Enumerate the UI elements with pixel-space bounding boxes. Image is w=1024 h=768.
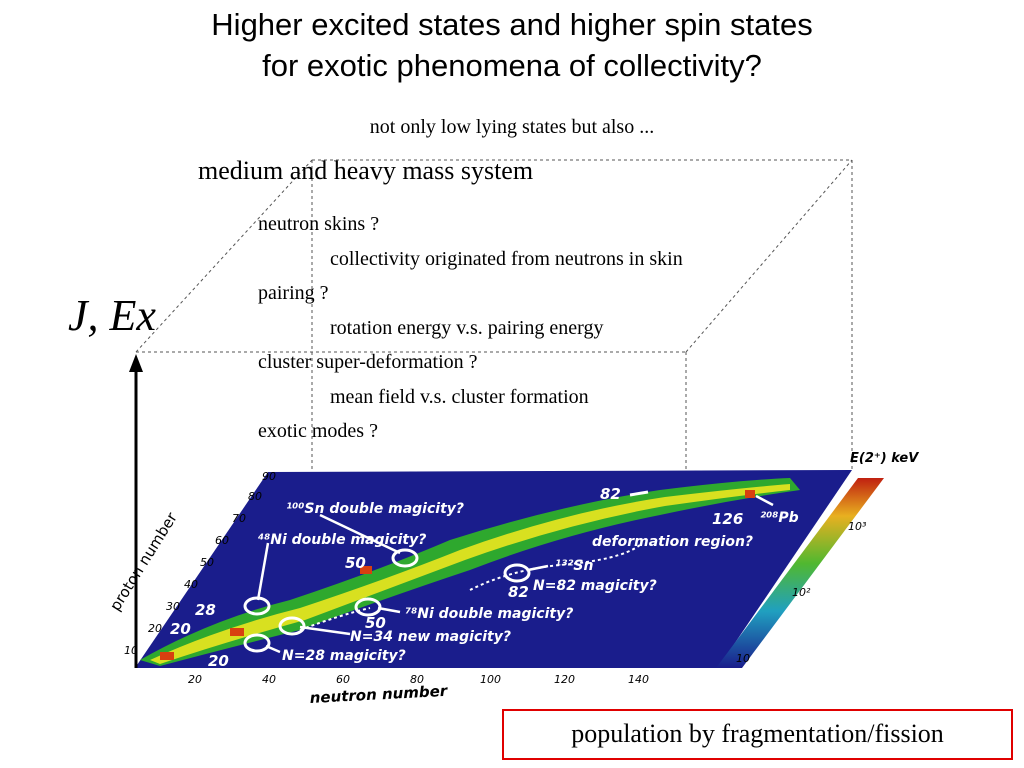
box-edges: [135, 159, 853, 660]
annotation-lines: [256, 490, 774, 654]
topic-question: exotic modes ?: [258, 420, 378, 442]
x-tick: 140: [628, 673, 649, 686]
vertical-axis-arrow: [129, 354, 143, 668]
x-tick: 120: [554, 673, 575, 686]
system-heading: medium and heavy mass system: [198, 156, 534, 185]
y-tick: 70: [232, 512, 246, 525]
topic-list: neutron skins ? collectivity originated …: [258, 207, 848, 449]
annotation-208pb: ²⁰⁸Pb: [760, 510, 799, 526]
y-tick: 80: [248, 490, 262, 503]
y-tick: 50: [200, 556, 214, 569]
magic-number-label: 126: [712, 510, 743, 528]
vertical-axis-label: J, Ex: [68, 291, 156, 340]
topic-question: pairing ?: [258, 282, 329, 304]
annotation-78ni: ⁷⁸Ni double magicity?: [405, 606, 573, 622]
annotation-100sn: ¹⁰⁰Sn double magicity?: [286, 501, 464, 517]
title-line-1: Higher excited states and higher spin st…: [211, 7, 813, 42]
caption-box: population by fragmentation/fission: [502, 709, 1013, 760]
annotation-deformation: deformation region?: [592, 534, 753, 550]
hot-spots: [160, 490, 755, 660]
x-tick: 100: [480, 673, 501, 686]
title-line-2: for exotic phenomena of collectivity?: [262, 48, 762, 83]
colorbar-tick: 10³: [848, 520, 867, 533]
topic-detail: collectivity originated from neutrons in…: [330, 247, 683, 270]
x-axis-label: neutron number: [309, 682, 449, 707]
magic-circles: [243, 548, 531, 653]
colorbar: [716, 478, 884, 668]
annotation-n82: N=82 magicity?: [533, 578, 657, 594]
x-tick: 40: [262, 673, 276, 686]
y-tick: 40: [184, 578, 198, 591]
topic-question: neutron skins ?: [258, 213, 380, 235]
annotation-n28: N=28 magicity?: [282, 648, 406, 664]
magic-number-label: 50: [345, 554, 366, 572]
magic-number-label: 82: [600, 485, 621, 503]
magic-number-label: 50: [365, 614, 386, 632]
magic-number-label: 20: [208, 652, 229, 670]
y-tick: 60: [215, 534, 229, 547]
magic-number-label: 28: [195, 601, 216, 619]
colorbar-tick: 10: [736, 652, 750, 665]
x-ticks: 20 40 60 80 100 120 140: [188, 673, 649, 686]
subtitle: not only low lying states but also ...: [369, 116, 655, 138]
topic-detail: rotation energy v.s. pairing energy: [330, 316, 604, 339]
annotation-n34: N=34 new magicity?: [350, 629, 511, 645]
y-axis-label: proton number: [106, 509, 181, 615]
x-tick: 20: [188, 673, 202, 686]
y-tick: 90: [262, 470, 276, 483]
magic-number-label: 20: [170, 620, 191, 638]
valley-core: [150, 484, 790, 664]
x-tick: 60: [336, 673, 350, 686]
y-tick: 20: [148, 622, 162, 635]
y-tick: 30: [166, 600, 180, 613]
colorbar-tick: 10²: [792, 586, 811, 599]
magic-number-label: 82: [508, 583, 529, 601]
slide-title: Higher excited states and higher spin st…: [0, 4, 1024, 86]
topic-detail: mean field v.s. cluster formation: [330, 385, 589, 408]
colorbar-title: E(2⁺) keV: [850, 451, 919, 466]
annotation-48ni: ⁴⁸Ni double magicity?: [258, 532, 426, 548]
x-tick: 80: [410, 673, 424, 686]
topic-question: cluster super-deformation ?: [258, 351, 478, 373]
annotation-132sn: ¹³²Sn: [555, 558, 593, 574]
n34-dotted-line: [299, 607, 371, 631]
